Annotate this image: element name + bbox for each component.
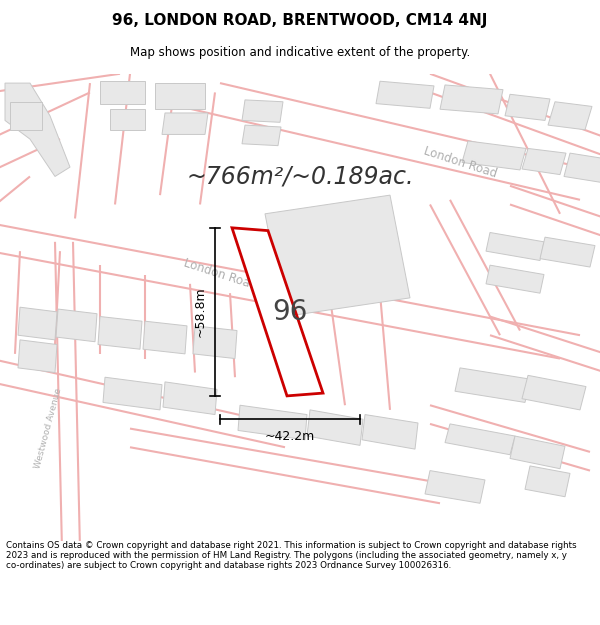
Polygon shape	[522, 376, 586, 410]
Polygon shape	[155, 83, 205, 109]
Polygon shape	[425, 471, 485, 503]
Polygon shape	[307, 410, 363, 446]
Polygon shape	[540, 237, 595, 267]
Text: Westwood Avenue: Westwood Avenue	[33, 388, 63, 470]
Polygon shape	[18, 340, 57, 372]
Polygon shape	[5, 83, 70, 176]
Polygon shape	[238, 405, 307, 440]
Polygon shape	[18, 307, 57, 340]
Polygon shape	[376, 81, 434, 108]
Polygon shape	[110, 109, 145, 130]
Polygon shape	[440, 85, 503, 114]
Polygon shape	[162, 113, 208, 134]
Text: ~766m²/~0.189ac.: ~766m²/~0.189ac.	[186, 164, 414, 189]
Polygon shape	[564, 153, 600, 183]
Polygon shape	[505, 94, 550, 121]
Text: London Road: London Road	[422, 144, 498, 181]
Text: ~58.8m: ~58.8m	[194, 286, 207, 337]
Text: 96, LONDON ROAD, BRENTWOOD, CM14 4NJ: 96, LONDON ROAD, BRENTWOOD, CM14 4NJ	[112, 13, 488, 28]
Polygon shape	[525, 466, 570, 497]
Polygon shape	[486, 232, 544, 261]
Polygon shape	[510, 436, 565, 469]
Polygon shape	[10, 102, 42, 130]
Polygon shape	[462, 141, 526, 170]
Polygon shape	[193, 326, 237, 359]
Polygon shape	[522, 149, 566, 174]
Polygon shape	[265, 195, 410, 316]
Polygon shape	[455, 368, 530, 402]
Polygon shape	[362, 414, 418, 449]
Polygon shape	[445, 424, 515, 455]
Polygon shape	[242, 100, 283, 122]
Polygon shape	[548, 102, 592, 130]
Polygon shape	[143, 321, 187, 354]
Text: ~42.2m: ~42.2m	[265, 431, 315, 444]
Polygon shape	[232, 228, 323, 396]
Polygon shape	[103, 378, 162, 410]
Text: Contains OS data © Crown copyright and database right 2021. This information is : Contains OS data © Crown copyright and d…	[6, 541, 577, 571]
Polygon shape	[242, 125, 281, 146]
Polygon shape	[163, 382, 217, 414]
Polygon shape	[56, 309, 97, 342]
Text: Map shows position and indicative extent of the property.: Map shows position and indicative extent…	[130, 46, 470, 59]
Polygon shape	[98, 316, 142, 349]
Polygon shape	[100, 81, 145, 104]
Text: 96: 96	[272, 298, 307, 326]
Text: London Road: London Road	[182, 256, 258, 293]
Polygon shape	[486, 265, 544, 293]
